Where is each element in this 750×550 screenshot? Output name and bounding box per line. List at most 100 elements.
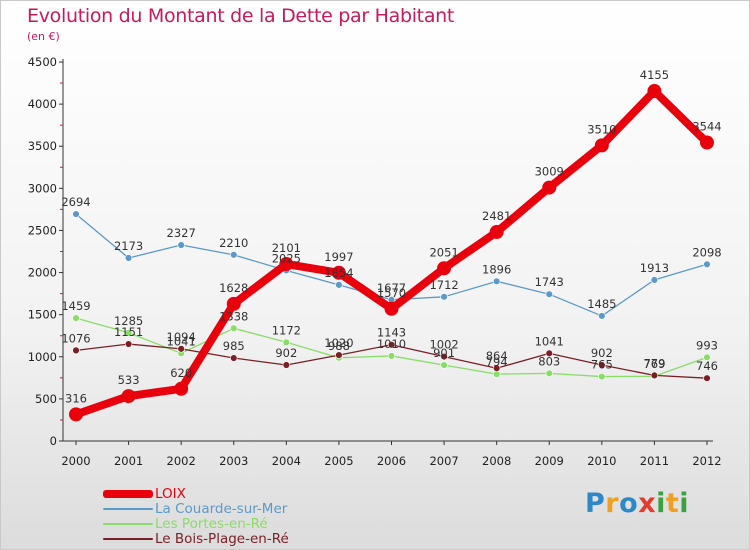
logo-letter: t <box>665 488 680 519</box>
x-tick-label-2006: 2006 <box>377 454 406 468</box>
data-label-la-couarde-sur-mer-2001: 2173 <box>114 239 143 253</box>
legend-item-la-couarde-sur-mer: La Couarde-sur-Mer <box>103 501 289 517</box>
legend-swatch-la-couarde-sur-mer <box>103 507 153 510</box>
data-label-loix-2001: 533 <box>118 373 140 387</box>
data-point-le-bois-plage-en-r--2008 <box>492 364 501 372</box>
data-label-le-bois-plage-en-r--2010: 902 <box>591 346 613 360</box>
data-point-les-portes-en-r--2009 <box>545 369 553 378</box>
data-point-le-bois-plage-en-r--2011 <box>650 371 659 380</box>
data-label-la-couarde-sur-mer-2003: 2210 <box>219 236 248 250</box>
data-point-la-couarde-sur-mer-2011 <box>650 276 659 284</box>
x-tick-label-2008: 2008 <box>482 454 511 468</box>
data-label-loix-2002: 620 <box>170 366 192 380</box>
data-point-la-couarde-sur-mer-2008 <box>492 277 501 286</box>
legend-label-les-portes-en-r-: Les Portes-en-Ré <box>155 515 268 532</box>
x-tick-label-2003: 2003 <box>219 454 248 468</box>
y-tick-label-3000: 3000 <box>28 181 57 195</box>
legend-swatch-les-portes-en-r- <box>103 522 153 525</box>
data-label-la-couarde-sur-mer-2005: 1854 <box>324 266 353 280</box>
data-label-loix-2009: 3009 <box>535 165 564 179</box>
data-point-loix-2012 <box>700 135 714 150</box>
data-label-les-portes-en-r--2001: 1285 <box>114 314 143 328</box>
data-point-les-portes-en-r--2004 <box>282 338 291 346</box>
data-label-les-portes-en-r--2011: 769 <box>643 357 665 371</box>
legend-label-loix: LOIX <box>155 485 186 502</box>
data-label-loix-2010: 3510 <box>587 122 616 136</box>
data-label-la-couarde-sur-mer-2012: 2098 <box>692 245 721 259</box>
data-label-la-couarde-sur-mer-2009: 1743 <box>535 275 564 289</box>
legend-label-le-bois-plage-en-r-: Le Bois-Plage-en-Ré <box>155 530 289 547</box>
data-label-le-bois-plage-en-r--2008: 864 <box>486 349 508 363</box>
data-label-loix-2008: 2481 <box>482 209 511 223</box>
data-label-la-couarde-sur-mer-2007: 1712 <box>429 278 458 292</box>
data-label-loix-2004: 2101 <box>272 241 301 255</box>
x-tick-label-2000: 2000 <box>61 454 90 468</box>
y-tick-label-2000: 2000 <box>28 266 57 280</box>
x-tick-label-2001: 2001 <box>114 454 143 468</box>
data-label-les-portes-en-r--2000: 1459 <box>61 299 90 313</box>
data-label-les-portes-en-r--2010: 765 <box>591 358 613 372</box>
logo-letter: r <box>605 488 620 519</box>
x-tick-label-2011: 2011 <box>640 454 669 468</box>
data-point-la-couarde-sur-mer-2005 <box>335 281 343 289</box>
data-label-la-couarde-sur-mer-2006: 1677 <box>377 281 406 295</box>
data-label-les-portes-en-r--2008: 794 <box>486 355 508 369</box>
data-label-le-bois-plage-en-r--2003: 985 <box>223 339 245 353</box>
data-point-loix-2003 <box>226 296 241 311</box>
data-point-le-bois-plage-en-r--2005 <box>335 351 343 359</box>
data-point-la-couarde-sur-mer-2000 <box>72 210 80 218</box>
data-point-les-portes-en-r--2000 <box>72 314 80 322</box>
data-point-loix-2001 <box>121 389 136 404</box>
data-point-les-portes-en-r--2006 <box>387 352 396 360</box>
legend-item-loix: LOIX <box>103 485 289 502</box>
data-label-loix-2005: 1997 <box>324 250 353 264</box>
data-label-la-couarde-sur-mer-2004: 2025 <box>272 251 301 265</box>
data-label-loix-2000: 316 <box>65 391 87 405</box>
data-label-loix-2011: 4155 <box>640 68 669 82</box>
data-label-loix-2012: 3544 <box>692 120 721 134</box>
data-label-les-portes-en-r--2006: 1010 <box>377 337 406 351</box>
data-label-le-bois-plage-en-r--2009: 1041 <box>535 334 564 348</box>
data-label-le-bois-plage-en-r--2011: 779 <box>643 356 665 370</box>
data-point-la-couarde-sur-mer-2001 <box>124 254 133 262</box>
data-point-la-couarde-sur-mer-2010 <box>598 312 606 320</box>
data-point-la-couarde-sur-mer-2002 <box>177 241 185 249</box>
data-label-le-bois-plage-en-r--2005: 1020 <box>324 336 353 350</box>
data-point-les-portes-en-r--2010 <box>598 372 606 381</box>
x-tick-label-2012: 2012 <box>692 454 721 468</box>
data-label-la-couarde-sur-mer-2000: 2694 <box>61 195 90 209</box>
data-label-les-portes-en-r--2009: 803 <box>538 354 560 368</box>
data-label-loix-2007: 2051 <box>429 245 458 259</box>
data-point-loix-2000 <box>69 407 83 422</box>
y-tick-label-4000: 4000 <box>28 97 57 111</box>
data-label-le-bois-plage-en-r--2002: 1094 <box>167 330 196 344</box>
y-tick-label-1500: 1500 <box>28 308 57 322</box>
data-label-le-bois-plage-en-r--2004: 902 <box>275 346 297 360</box>
x-tick-label-2005: 2005 <box>324 454 353 468</box>
y-tick-label-1000: 1000 <box>28 350 57 364</box>
data-point-le-bois-plage-en-r--2002 <box>177 345 185 353</box>
data-label-le-bois-plage-en-r--2007: 1002 <box>429 338 458 352</box>
data-label-les-portes-en-r--2007: 901 <box>433 346 455 360</box>
data-label-le-bois-plage-en-r--2000: 1076 <box>61 331 90 345</box>
x-tick-label-2010: 2010 <box>587 454 616 468</box>
data-label-la-couarde-sur-mer-2008: 1896 <box>482 262 511 276</box>
data-label-les-portes-en-r--2003: 1338 <box>219 309 248 323</box>
data-label-le-bois-plage-en-r--2001: 1151 <box>114 325 143 339</box>
data-point-la-couarde-sur-mer-2007 <box>440 293 448 301</box>
data-point-la-couarde-sur-mer-2012 <box>703 260 711 269</box>
data-point-le-bois-plage-en-r--2001 <box>124 340 133 348</box>
data-point-le-bois-plage-en-r--2003 <box>230 354 238 362</box>
data-point-les-portes-en-r--2007 <box>440 361 448 369</box>
legend-swatch-le-bois-plage-en-r- <box>103 537 153 540</box>
data-label-loix-2006: 1570 <box>377 286 406 300</box>
x-tick-label-2009: 2009 <box>535 454 564 468</box>
data-point-le-bois-plage-en-r--2006 <box>387 341 396 349</box>
data-label-loix-2003: 1628 <box>219 281 248 295</box>
data-point-le-bois-plage-en-r--2009 <box>545 349 553 358</box>
legend-item-les-portes-en-r-: Les Portes-en-Ré <box>103 515 289 532</box>
data-point-loix-2007 <box>437 261 452 276</box>
data-label-la-couarde-sur-mer-2011: 1913 <box>640 261 669 275</box>
data-label-les-portes-en-r--2012: 993 <box>696 338 718 352</box>
